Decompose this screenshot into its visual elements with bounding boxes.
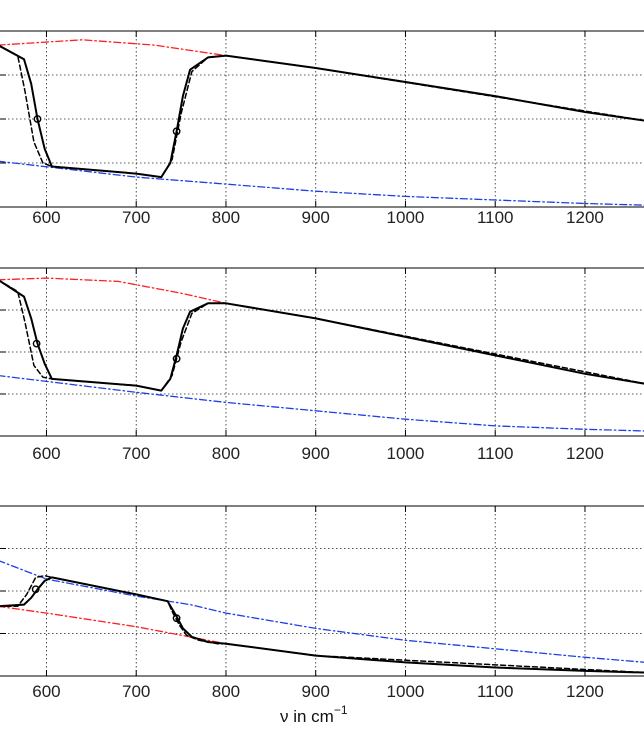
series-line-blue-dashdot (0, 375, 644, 432)
x-tick-label: 1000 (387, 444, 425, 463)
series-line-solid (0, 576, 644, 674)
x-tick-label: 1100 (477, 682, 514, 701)
data-point-marker (172, 354, 181, 363)
x-tick-label: 1200 (566, 444, 604, 463)
x-tick-label: 1000 (387, 208, 425, 227)
series-line-dashed (0, 45, 644, 178)
series-line-dashed (0, 574, 644, 674)
series-line-dashed (0, 280, 644, 392)
data-point-marker (31, 585, 40, 594)
series-line-blue-dashdot (0, 560, 644, 663)
panel-bottom: 600 700 800 900 1000 1100 1200 (0, 505, 644, 701)
x-tick-label: 800 (212, 208, 240, 227)
x-tick-label: 600 (32, 682, 60, 701)
data-point-marker (172, 614, 181, 623)
x-axis-label: ν in cm−1 (280, 703, 348, 726)
panel-top: 600 700 800 900 1000 1100 1200 (0, 30, 644, 227)
x-tick-label: 900 (302, 444, 330, 463)
x-tick-label: 1100 (477, 444, 514, 463)
x-axis-label-superscript: −1 (334, 703, 348, 717)
series-line-red-dashdot (0, 39, 644, 122)
series-line-solid (0, 279, 644, 392)
data-point-marker (32, 339, 41, 348)
x-tick-label: 1200 (566, 682, 604, 701)
x-tick-label: 700 (122, 682, 150, 701)
x-tick-label: 600 (32, 208, 60, 227)
x-tick-label: 800 (212, 444, 240, 463)
panel-middle: 600 700 800 900 1000 1100 1200 (0, 267, 644, 463)
x-tick-label: 1100 (477, 208, 514, 227)
x-tick-label: 700 (122, 208, 150, 227)
data-point-marker (172, 127, 181, 136)
x-tick-label: 900 (302, 682, 330, 701)
series-line-red-dashdot (0, 605, 644, 674)
series-line-red-dashdot (0, 277, 644, 385)
series-line-solid (0, 45, 644, 179)
x-tick-label: 700 (122, 444, 150, 463)
x-tick-label: 600 (32, 444, 60, 463)
data-point-marker (33, 115, 42, 123)
x-axis-label-main: ν in cm (280, 707, 334, 726)
series-line-blue-dashdot (0, 160, 644, 206)
x-tick-label: 900 (302, 208, 330, 227)
x-tick-label: 800 (212, 682, 240, 701)
x-tick-label: 1000 (387, 682, 425, 701)
x-tick-label: 1200 (566, 208, 604, 227)
